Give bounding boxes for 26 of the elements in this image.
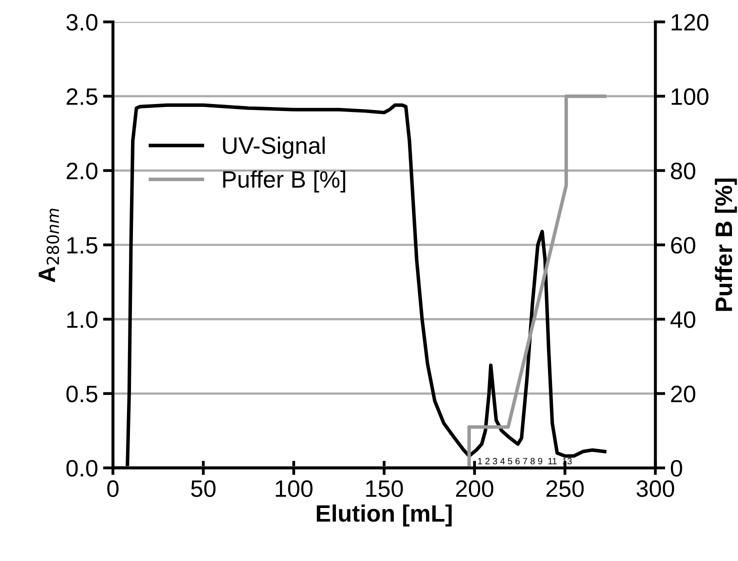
x-tick-label: 150 [366,480,403,498]
y-tick-label: 3.0 [66,14,98,31]
y2-tick-label: 100 [672,88,708,105]
y-tick-label: 0.0 [66,460,98,477]
x-axis-title: Elution [mL] [316,504,452,526]
y-tick-label: 2.0 [66,162,98,180]
y2-tick-label: 40 [670,311,696,328]
y-tick-label: 1.5 [67,237,98,254]
legend-label: Puffer B [%] [223,170,346,193]
y-tick-label: 1.0 [67,311,98,328]
y2-tick-label: 20 [671,386,696,402]
x-tick-label: 250 [546,480,584,498]
y-tick-label: 0.5 [66,386,98,402]
y-tick-label: 2.5 [66,88,98,105]
x-tick-label: 0 [107,480,119,498]
y2-tick-label: 120 [672,14,708,31]
y2-tick-label: 0 [670,460,682,477]
x-tick-label: 50 [191,480,216,498]
legend-label: UV-Signal [223,136,325,159]
y-axis-title: A$_{280nm}$ [38,208,60,282]
x-tick-label: 200 [456,480,494,498]
y2-tick-label: 60 [671,236,696,254]
x-tick-label: 100 [276,480,312,498]
x-tick-label: 300 [636,480,674,498]
y2-axis-title: Puffer B [%] [714,178,737,311]
y2-tick-label: 80 [670,162,696,180]
